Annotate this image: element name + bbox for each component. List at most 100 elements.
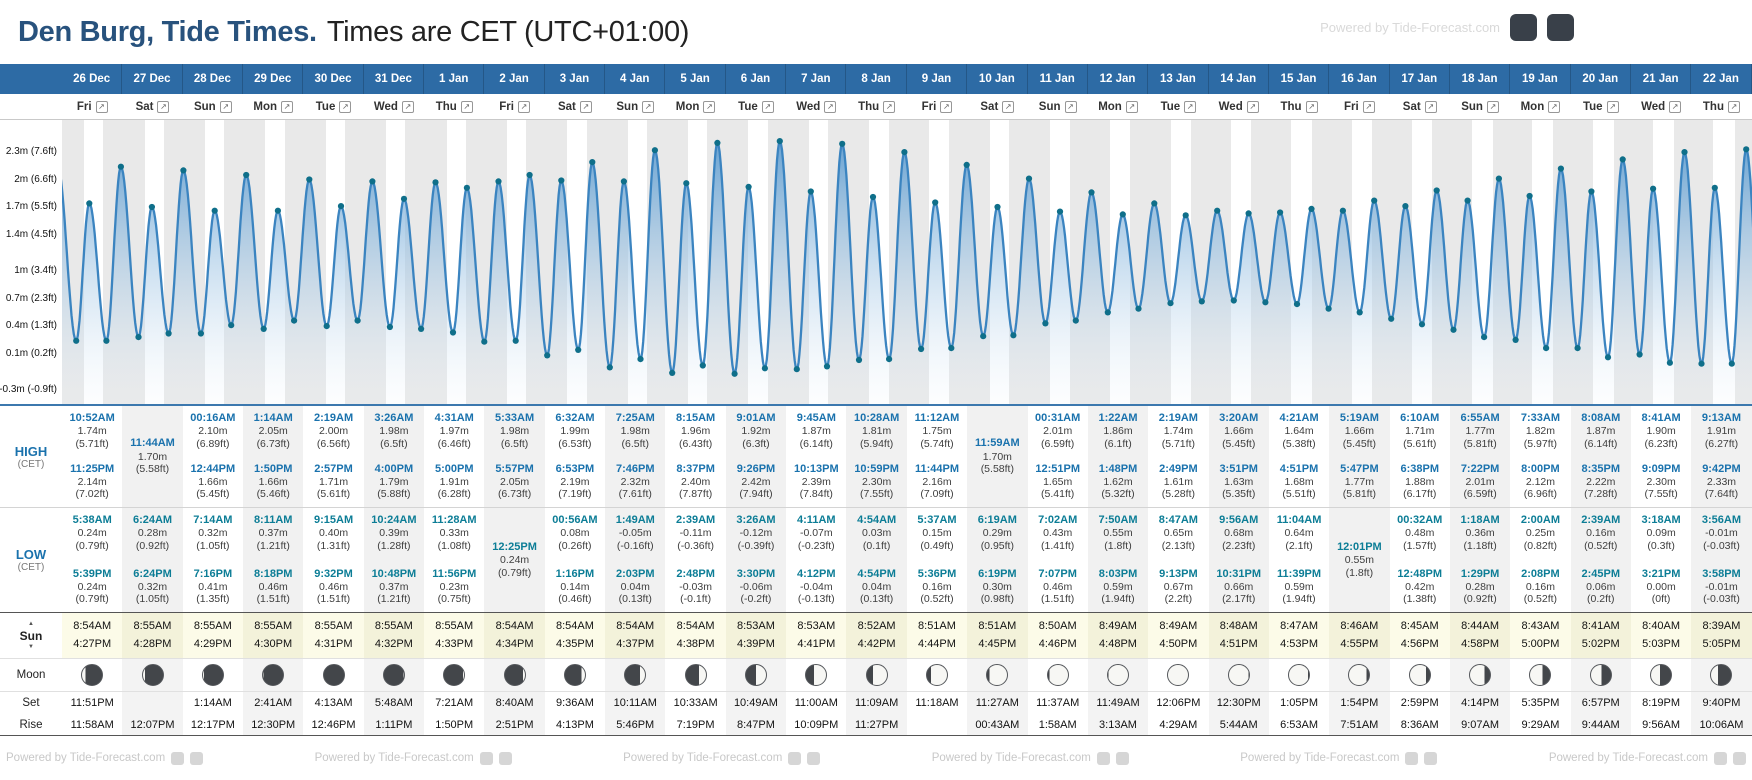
- date-cell[interactable]: 4 Jan: [605, 64, 666, 94]
- dow-cell[interactable]: Tue ↗: [303, 94, 363, 119]
- expand-day-icon[interactable]: ↗: [1669, 100, 1682, 113]
- expand-day-icon[interactable]: ↗: [95, 100, 108, 113]
- date-cell[interactable]: 7 Jan: [786, 64, 847, 94]
- footer-social-icon[interactable]: [1713, 751, 1727, 765]
- date-cell[interactable]: 11 Jan: [1028, 64, 1088, 94]
- dow-cell[interactable]: Tue ↗: [726, 94, 786, 119]
- dow-cell[interactable]: Sat ↗: [1390, 94, 1450, 119]
- expand-day-icon[interactable]: ↗: [1486, 100, 1499, 113]
- date-cell[interactable]: 12 Jan: [1088, 64, 1149, 94]
- expand-day-icon[interactable]: ↗: [401, 100, 414, 113]
- dow-cell[interactable]: Thu ↗: [846, 94, 906, 119]
- expand-day-icon[interactable]: ↗: [1424, 100, 1437, 113]
- header-app-badge-icon[interactable]: [1510, 14, 1537, 41]
- expand-day-icon[interactable]: ↗: [824, 100, 837, 113]
- date-cell[interactable]: 2 Jan: [484, 64, 545, 94]
- expand-day-icon[interactable]: ↗: [157, 100, 170, 113]
- dow-cell[interactable]: Mon ↗: [665, 94, 725, 119]
- date-cell[interactable]: 1 Jan: [424, 64, 485, 94]
- date-cell[interactable]: 27 Dec: [122, 64, 183, 94]
- expand-day-icon[interactable]: ↗: [281, 100, 294, 113]
- header-app-badge-icon[interactable]: [1547, 14, 1574, 41]
- expand-day-icon[interactable]: ↗: [1184, 100, 1197, 113]
- dow-cell[interactable]: Mon ↗: [1088, 94, 1148, 119]
- date-cell[interactable]: 30 Dec: [303, 64, 364, 94]
- expand-day-icon[interactable]: ↗: [460, 100, 473, 113]
- dow-cell[interactable]: Tue ↗: [1148, 94, 1208, 119]
- high-tide-cell: 6:55AM 1.77m (5.81ft) 7:22PM 2.01m (6.59ft): [1449, 406, 1511, 507]
- footer-social-icon[interactable]: [788, 751, 802, 765]
- date-cell[interactable]: 28 Dec: [183, 64, 244, 94]
- dow-cell[interactable]: Mon ↗: [1510, 94, 1570, 119]
- dow-cell[interactable]: Sat ↗: [967, 94, 1027, 119]
- expand-day-icon[interactable]: ↗: [761, 100, 774, 113]
- dow-cell[interactable]: Tue ↗: [1571, 94, 1631, 119]
- footer-social-icon[interactable]: [479, 751, 493, 765]
- tide-height-m: 2.32m: [620, 475, 650, 488]
- dow-cell[interactable]: Wed ↗: [1209, 94, 1269, 119]
- expand-day-icon[interactable]: ↗: [1246, 100, 1259, 113]
- date-cell[interactable]: 17 Jan: [1390, 64, 1450, 94]
- date-cell[interactable]: 29 Dec: [243, 64, 304, 94]
- expand-day-icon[interactable]: ↗: [1305, 100, 1318, 113]
- expand-day-icon[interactable]: ↗: [339, 100, 352, 113]
- footer-social-icon[interactable]: [1732, 751, 1746, 765]
- date-cell[interactable]: 13 Jan: [1148, 64, 1209, 94]
- footer-social-icon[interactable]: [1405, 751, 1419, 765]
- date-cell[interactable]: 19 Jan: [1510, 64, 1571, 94]
- dow-cell[interactable]: Fri ↗: [484, 94, 544, 119]
- expand-day-icon[interactable]: ↗: [1064, 100, 1077, 113]
- footer-social-icon[interactable]: [171, 751, 185, 765]
- date-cell[interactable]: 5 Jan: [665, 64, 726, 94]
- date-cell[interactable]: 14 Jan: [1209, 64, 1269, 94]
- date-cell[interactable]: 10 Jan: [967, 64, 1028, 94]
- expand-day-icon[interactable]: ↗: [1362, 100, 1375, 113]
- footer-social-icon[interactable]: [1115, 751, 1129, 765]
- date-cell[interactable]: 16 Jan: [1329, 64, 1390, 94]
- dow-cell[interactable]: Fri ↗: [1329, 94, 1389, 119]
- date-cell[interactable]: 15 Jan: [1269, 64, 1330, 94]
- dow-cell[interactable]: Sun ↗: [1028, 94, 1088, 119]
- dow-cell[interactable]: Sun ↗: [183, 94, 243, 119]
- dow-cell[interactable]: Fri ↗: [907, 94, 967, 119]
- footer-social-icon[interactable]: [1424, 751, 1438, 765]
- date-cell[interactable]: 22 Jan: [1691, 64, 1752, 94]
- dow-cell[interactable]: Thu ↗: [1691, 94, 1751, 119]
- footer-social-icon[interactable]: [1096, 751, 1110, 765]
- date-cell[interactable]: 31 Dec: [364, 64, 425, 94]
- dow-cell[interactable]: Sat ↗: [545, 94, 605, 119]
- dow-cell[interactable]: Wed ↗: [364, 94, 424, 119]
- expand-day-icon[interactable]: ↗: [1125, 100, 1138, 113]
- expand-day-icon[interactable]: ↗: [883, 100, 896, 113]
- date-cell[interactable]: 6 Jan: [726, 64, 787, 94]
- dow-cell[interactable]: Sat ↗: [122, 94, 182, 119]
- footer-social-icon[interactable]: [190, 751, 204, 765]
- expand-day-icon[interactable]: ↗: [1548, 100, 1561, 113]
- date-cell[interactable]: 18 Jan: [1450, 64, 1511, 94]
- dow-cell[interactable]: Thu ↗: [424, 94, 484, 119]
- dow-cell[interactable]: Fri ↗: [62, 94, 122, 119]
- expand-day-icon[interactable]: ↗: [517, 100, 530, 113]
- expand-day-icon[interactable]: ↗: [703, 100, 716, 113]
- dow-cell[interactable]: Mon ↗: [243, 94, 303, 119]
- date-cell[interactable]: 20 Jan: [1571, 64, 1631, 94]
- expand-day-icon[interactable]: ↗: [579, 100, 592, 113]
- dow-cell[interactable]: Wed ↗: [786, 94, 846, 119]
- date-cell[interactable]: 8 Jan: [846, 64, 907, 94]
- dow-cell[interactable]: Sun ↗: [605, 94, 665, 119]
- date-cell[interactable]: 26 Dec: [62, 64, 123, 94]
- expand-day-icon[interactable]: ↗: [1727, 100, 1740, 113]
- expand-day-icon[interactable]: ↗: [1002, 100, 1015, 113]
- date-cell[interactable]: 9 Jan: [907, 64, 968, 94]
- footer-social-icon[interactable]: [498, 751, 512, 765]
- expand-day-icon[interactable]: ↗: [219, 100, 232, 113]
- date-cell[interactable]: 3 Jan: [545, 64, 606, 94]
- date-cell[interactable]: 21 Jan: [1631, 64, 1692, 94]
- dow-cell[interactable]: Sun ↗: [1450, 94, 1510, 119]
- dow-cell[interactable]: Thu ↗: [1269, 94, 1329, 119]
- expand-day-icon[interactable]: ↗: [1606, 100, 1619, 113]
- expand-day-icon[interactable]: ↗: [940, 100, 953, 113]
- footer-social-icon[interactable]: [807, 751, 821, 765]
- dow-cell[interactable]: Wed ↗: [1631, 94, 1691, 119]
- expand-day-icon[interactable]: ↗: [642, 100, 655, 113]
